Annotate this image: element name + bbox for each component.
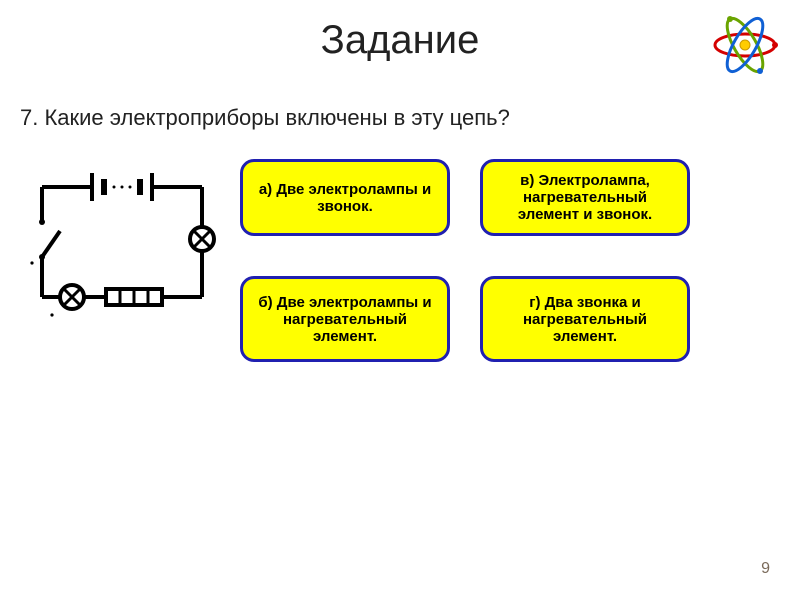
page-number: 9 [761,560,770,578]
option-a[interactable]: а) Две электролампы и звонок. [240,159,450,236]
question-text: 7. Какие электроприборы включены в эту ц… [20,105,800,131]
option-b[interactable]: б) Две электролампы и нагревательный эле… [240,276,450,362]
options-grid: а) Две электролампы и звонок. в) Электро… [240,159,690,362]
circuit-diagram [22,167,222,317]
option-g[interactable]: г) Два звонка и нагревательный элемент. [480,276,690,362]
option-v[interactable]: в) Электролампа, нагревательный элемент … [480,159,690,236]
atom-icon [710,10,780,80]
page-title: Задание [0,0,800,63]
